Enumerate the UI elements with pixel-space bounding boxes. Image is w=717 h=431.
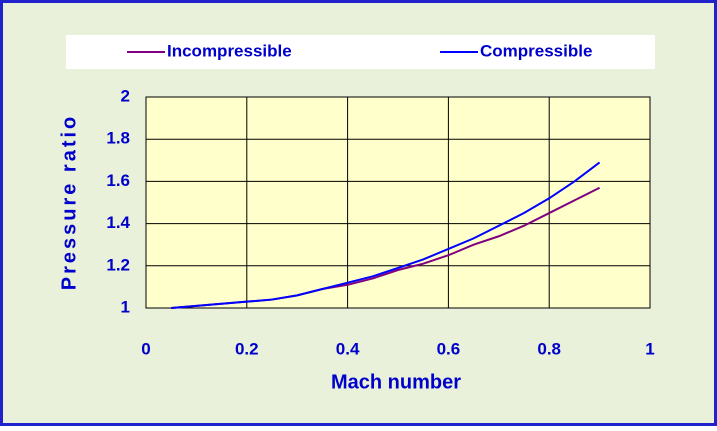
y-tick-label: 2 xyxy=(121,86,130,105)
y-tick-label: 1.6 xyxy=(106,171,130,190)
legend-label: Incompressible xyxy=(167,41,292,60)
legend-label: Compressible xyxy=(480,41,592,60)
plot-area xyxy=(146,97,650,308)
y-tick-label: 1.8 xyxy=(106,129,130,148)
x-tick-label: 0 xyxy=(141,339,150,358)
x-tick-label: 0.4 xyxy=(336,339,360,358)
x-tick-label: 0.6 xyxy=(437,339,461,358)
x-tick-label: 1 xyxy=(645,339,654,358)
x-tick-label: 0.8 xyxy=(537,339,561,358)
y-axis-label: Pressure ratio xyxy=(58,114,80,291)
y-tick-label: 1 xyxy=(121,297,130,316)
data-line xyxy=(171,161,601,309)
y-tick-label: 1.4 xyxy=(106,213,130,232)
y-tick-label: 1.2 xyxy=(106,255,130,274)
x-axis-label: Mach number xyxy=(331,371,461,393)
plot-border xyxy=(145,96,651,309)
x-tick-label: 0.2 xyxy=(235,339,259,358)
